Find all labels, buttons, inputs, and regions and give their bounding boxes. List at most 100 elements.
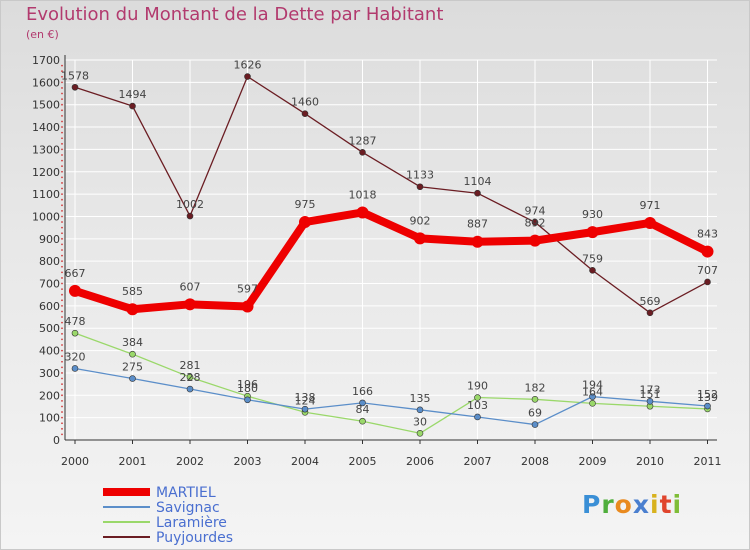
y-minor-mark bbox=[61, 349, 63, 352]
y-minor-mark bbox=[61, 98, 63, 101]
data-point-laramière bbox=[531, 396, 539, 403]
y-tick-label: 500 bbox=[39, 322, 60, 335]
data-label-martiel: 902 bbox=[410, 214, 431, 227]
data-label-martiel: 887 bbox=[467, 218, 488, 231]
data-label-martiel: 585 bbox=[122, 285, 143, 298]
y-minor-mark bbox=[61, 344, 63, 346]
y-minor-mark bbox=[61, 383, 63, 386]
y-minor-mark bbox=[61, 422, 63, 425]
data-point-martiel bbox=[241, 300, 254, 313]
data-label-laramière: 84 bbox=[356, 403, 370, 416]
x-tick-label: 2009 bbox=[579, 455, 607, 468]
y-minor-mark bbox=[61, 103, 63, 106]
y-minor-mark bbox=[61, 249, 63, 251]
y-minor-mark bbox=[61, 299, 63, 302]
data-label-savignac: 180 bbox=[237, 382, 258, 395]
y-minor-mark bbox=[61, 377, 63, 380]
y-tick-label: 900 bbox=[39, 233, 60, 246]
data-point-martiel bbox=[529, 234, 541, 247]
data-point-laramière bbox=[416, 429, 424, 437]
x-tick-label: 2010 bbox=[636, 455, 664, 468]
data-label-puyjourdes: 1287 bbox=[349, 134, 377, 147]
data-label-laramière: 384 bbox=[122, 336, 143, 349]
legend-label-puyjourdes: Puyjourdes bbox=[156, 530, 233, 546]
y-minor-mark bbox=[61, 433, 63, 436]
y-minor-mark bbox=[61, 137, 63, 140]
y-minor-mark bbox=[61, 293, 63, 296]
data-label-savignac: 69 bbox=[528, 407, 542, 420]
data-label-puyjourdes: 569 bbox=[640, 295, 661, 308]
y-minor-mark bbox=[61, 114, 63, 117]
data-label-martiel: 597 bbox=[237, 283, 258, 296]
data-label-laramière: 281 bbox=[180, 359, 201, 372]
y-minor-mark bbox=[61, 154, 63, 156]
data-point-martiel bbox=[126, 303, 139, 316]
y-minor-mark bbox=[61, 187, 63, 190]
data-point-laramière bbox=[359, 417, 366, 425]
y-tick-label: 600 bbox=[39, 300, 60, 313]
y-minor-mark bbox=[61, 209, 63, 212]
data-point-savignac bbox=[359, 399, 366, 407]
y-minor-mark bbox=[61, 75, 63, 78]
data-point-laramière bbox=[589, 400, 596, 407]
y-minor-mark bbox=[61, 388, 63, 391]
data-point-puyjourdes bbox=[186, 212, 194, 220]
data-label-martiel: 843 bbox=[697, 228, 718, 241]
data-label-martiel: 930 bbox=[582, 208, 603, 221]
x-tick-label: 2002 bbox=[176, 455, 204, 468]
data-point-laramière bbox=[129, 350, 136, 358]
data-label-laramière: 139 bbox=[697, 391, 718, 404]
y-minor-mark bbox=[61, 193, 63, 196]
data-point-martiel bbox=[299, 216, 311, 229]
data-point-savignac bbox=[186, 385, 194, 393]
data-point-martiel bbox=[414, 232, 426, 245]
data-label-savignac: 138 bbox=[295, 391, 316, 404]
data-label-puyjourdes: 1104 bbox=[464, 175, 492, 188]
data-label-laramière: 30 bbox=[413, 415, 427, 428]
y-minor-mark bbox=[61, 237, 63, 240]
y-minor-mark bbox=[61, 176, 63, 179]
data-point-laramière bbox=[474, 394, 481, 401]
y-minor-mark bbox=[61, 170, 63, 173]
data-label-laramière: 164 bbox=[582, 385, 603, 398]
data-point-puyjourdes bbox=[704, 278, 711, 286]
data-point-puyjourdes bbox=[71, 83, 79, 91]
data-label-laramière: 124 bbox=[295, 394, 316, 407]
data-point-laramière bbox=[186, 373, 194, 381]
y-minor-mark bbox=[61, 265, 63, 268]
y-minor-mark bbox=[61, 304, 63, 307]
series-line-savignac bbox=[74, 367, 708, 426]
y-minor-mark bbox=[61, 372, 63, 374]
y-minor-mark bbox=[61, 126, 63, 128]
data-label-puyjourdes: 1626 bbox=[234, 59, 262, 72]
y-minor-mark bbox=[61, 338, 63, 341]
y-minor-mark bbox=[61, 321, 63, 324]
y-minor-mark bbox=[61, 159, 63, 162]
data-point-martiel bbox=[644, 216, 656, 229]
y-minor-mark bbox=[61, 204, 63, 207]
data-point-savignac bbox=[704, 402, 711, 410]
y-minor-mark bbox=[61, 355, 63, 358]
x-tick-label: 2005 bbox=[349, 455, 377, 468]
y-tick-label: 400 bbox=[39, 345, 60, 358]
data-label-savignac: 166 bbox=[352, 385, 373, 398]
data-label-puyjourdes: 1002 bbox=[176, 198, 204, 211]
y-tick-label: 1000 bbox=[32, 210, 60, 223]
y-tick-label: 200 bbox=[39, 389, 60, 402]
y-tick-label: 1700 bbox=[32, 54, 60, 67]
y-minor-mark bbox=[61, 288, 63, 291]
y-minor-mark bbox=[61, 64, 63, 67]
data-point-martiel bbox=[586, 226, 599, 239]
y-tick-label: 100 bbox=[39, 412, 60, 425]
y-minor-mark bbox=[61, 92, 63, 95]
data-point-martiel bbox=[471, 235, 484, 248]
data-point-puyjourdes bbox=[646, 309, 654, 317]
y-tick-label: 1300 bbox=[32, 143, 60, 156]
y-minor-mark bbox=[61, 243, 63, 246]
data-label-martiel: 1018 bbox=[349, 188, 377, 201]
y-minor-mark bbox=[61, 221, 63, 223]
y-minor-mark bbox=[61, 405, 63, 408]
